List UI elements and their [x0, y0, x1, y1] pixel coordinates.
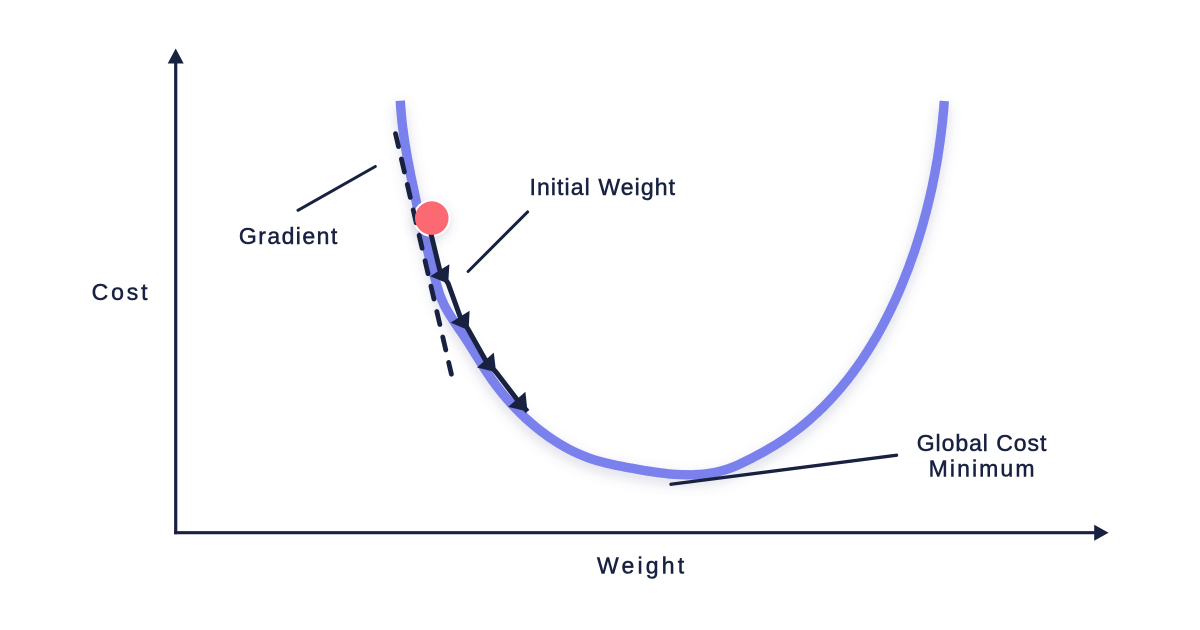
svg-text:Weight: Weight: [597, 553, 687, 579]
svg-text:Global Cost: Global Cost: [917, 430, 1048, 456]
svg-text:Minimum: Minimum: [929, 455, 1037, 481]
svg-text:Gradient: Gradient: [239, 223, 339, 249]
svg-text:Cost: Cost: [92, 279, 151, 305]
svg-text:Initial Weight: Initial Weight: [529, 174, 676, 200]
